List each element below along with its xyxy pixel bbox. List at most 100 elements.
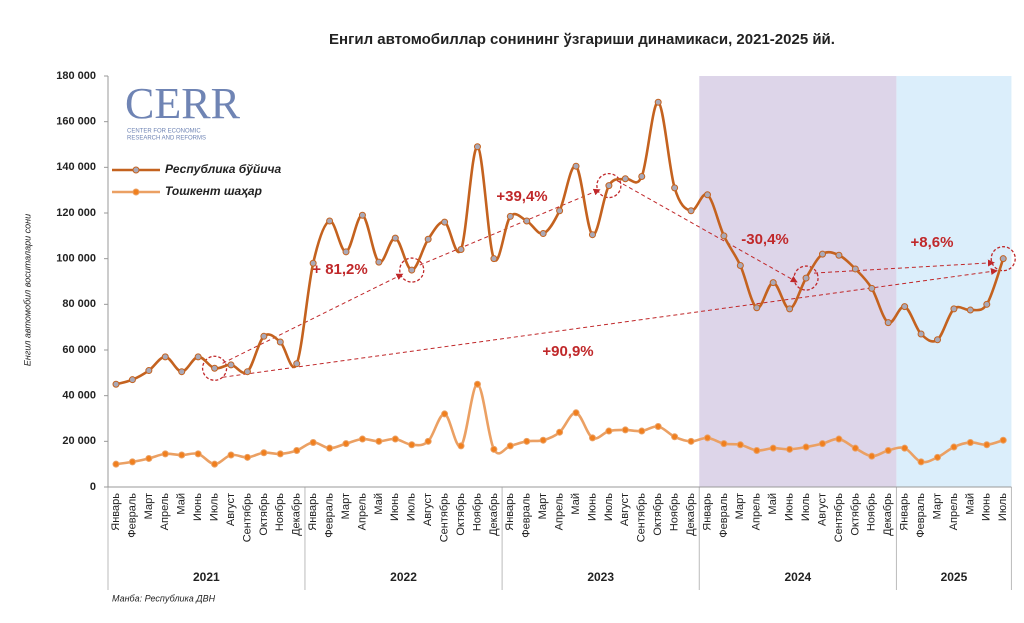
data-point: [358, 435, 366, 443]
data-point: [868, 284, 876, 292]
x-tick-label: Январь: [504, 493, 516, 531]
y-tick-label: 100 000: [56, 253, 96, 265]
data-point: [605, 427, 613, 435]
data-point: [457, 442, 465, 450]
data-point: [128, 376, 136, 384]
data-point: [671, 433, 679, 441]
data-point: [966, 438, 974, 446]
x-tick-label: Февраль: [521, 493, 533, 538]
x-tick-label: Май: [176, 493, 188, 515]
data-point: [835, 435, 843, 443]
year-label: 2024: [784, 570, 811, 584]
data-point: [309, 259, 317, 267]
data-point: [211, 460, 219, 468]
data-point: [588, 434, 596, 442]
x-tick-label: Июнь: [192, 493, 204, 521]
data-point: [818, 440, 826, 448]
data-point: [227, 451, 235, 459]
data-point: [276, 338, 284, 346]
legend-label: Республика бўйича: [165, 162, 282, 176]
data-point: [473, 380, 481, 388]
data-point: [851, 444, 859, 452]
x-tick-label: Октябрь: [258, 493, 270, 536]
data-point: [654, 422, 662, 430]
x-tick-label: Сентябрь: [241, 493, 253, 543]
data-point: [178, 451, 186, 459]
x-tick-label: Июль: [406, 493, 418, 521]
legend-marker: [132, 188, 140, 196]
x-tick-label: Июль: [997, 493, 1009, 521]
y-tick-label: 0: [90, 481, 96, 493]
data-point: [769, 279, 777, 287]
y-tick-label: 60 000: [62, 344, 96, 356]
data-point: [901, 303, 909, 311]
x-tick-label: Апрель: [751, 493, 763, 531]
data-point: [966, 306, 974, 314]
data-point: [326, 444, 334, 452]
x-tick-label: Март: [340, 493, 352, 519]
data-point: [687, 207, 695, 215]
x-tick-label: Июнь: [981, 493, 993, 521]
data-point: [917, 330, 925, 338]
data-point: [375, 258, 383, 266]
data-point: [539, 436, 547, 444]
year-label: 2021: [193, 570, 220, 584]
data-point: [621, 175, 629, 183]
annotation: +8,6%: [911, 234, 954, 251]
x-tick-label: Октябрь: [652, 493, 664, 536]
x-tick-label: Апрель: [356, 493, 368, 531]
x-tick-label: Январь: [307, 493, 319, 531]
data-point: [342, 440, 350, 448]
data-point: [375, 437, 383, 445]
data-point: [506, 442, 514, 450]
logo-subtitle: CENTER FOR ECONOMIC: [127, 129, 201, 135]
data-point: [572, 409, 580, 417]
x-tick-label: Май: [570, 493, 582, 515]
x-tick-label: Декабрь: [685, 493, 697, 536]
data-point: [243, 453, 251, 461]
data-point: [490, 255, 498, 263]
y-tick-label: 20 000: [62, 435, 96, 447]
data-point: [671, 184, 679, 192]
x-tick-label: Ноябрь: [274, 493, 286, 531]
data-point: [276, 450, 284, 458]
x-tick-label: Октябрь: [849, 493, 861, 536]
annotation: +39,4%: [496, 188, 547, 205]
data-point: [326, 217, 334, 225]
x-tick-label: Март: [931, 493, 943, 519]
annotation-circle: [399, 257, 425, 283]
data-point: [999, 255, 1007, 263]
year-label: 2023: [587, 570, 614, 584]
x-tick-label: Апрель: [554, 493, 566, 531]
x-tick-label: Август: [816, 493, 828, 526]
data-point: [818, 250, 826, 258]
data-point: [490, 445, 498, 453]
x-tick-label: Январь: [899, 493, 911, 531]
data-point: [178, 368, 186, 376]
year-label: 2022: [390, 570, 417, 584]
data-point: [293, 446, 301, 454]
x-tick-label: Апрель: [159, 493, 171, 531]
annotation: + 81,2%: [312, 261, 367, 278]
annotation-circle: [990, 246, 1016, 272]
data-point: [999, 436, 1007, 444]
x-tick-label: Декабрь: [882, 493, 894, 536]
data-point: [424, 437, 432, 445]
legend-label: Тошкент шаҳар: [165, 184, 262, 198]
x-tick-label: Ноябрь: [669, 493, 681, 531]
x-tick-label: Июнь: [389, 493, 401, 521]
x-tick-label: Июнь: [586, 493, 598, 521]
data-point: [227, 361, 235, 369]
data-point: [424, 235, 432, 243]
x-tick-label: Июль: [603, 493, 615, 521]
data-point: [194, 353, 202, 361]
data-point: [901, 444, 909, 452]
data-point: [720, 440, 728, 448]
year-shading: [896, 76, 1012, 487]
data-point: [473, 143, 481, 151]
x-tick-label: Октябрь: [455, 493, 467, 536]
data-point: [934, 336, 941, 344]
data-point: [884, 319, 892, 327]
x-tick-label: Апрель: [948, 493, 960, 531]
